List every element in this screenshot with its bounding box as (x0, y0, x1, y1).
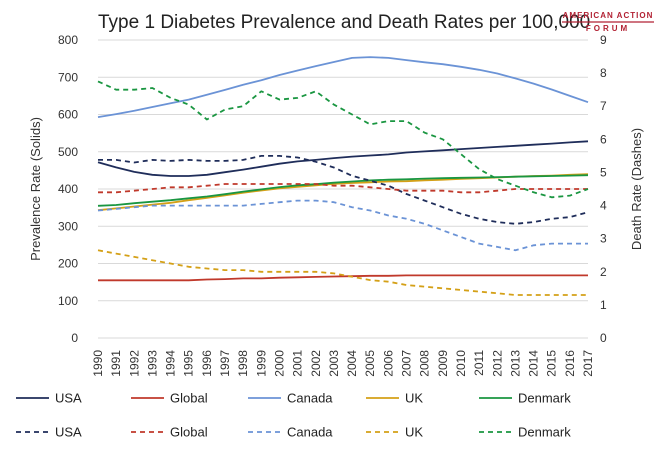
y-tick-label-right: 8 (600, 66, 607, 80)
x-tick-label: 1996 (200, 350, 214, 377)
x-tick-label: 2012 (490, 350, 504, 377)
x-tick-label: 2001 (291, 350, 305, 377)
x-tick-label: 1997 (218, 350, 232, 377)
y-axis-right-label: Death Rate (Dashes) (629, 128, 644, 250)
series-line-usa-death-rate (98, 154, 589, 225)
legend-label: Denmark (518, 391, 571, 406)
x-axis-ticks: 1990 1991 1992 1993 1994 1995 1996 1997 1998 1999… (91, 350, 595, 377)
series-line-denmark-prevalence (97, 174, 589, 207)
y-tick-label-left: 800 (58, 33, 78, 47)
logo-line-1: AMERICAN ACTION (563, 11, 654, 20)
legend-label: Global (170, 425, 208, 440)
y-tick-label-right: 4 (600, 199, 607, 213)
legend-label: USA (55, 425, 82, 440)
series-line-uk-death-rate (97, 249, 588, 296)
x-tick-label: 2008 (418, 350, 432, 377)
y-tick-label-right: 0 (600, 331, 607, 345)
legend-label: UK (405, 425, 423, 440)
y-tick-label-right: 9 (600, 33, 607, 47)
x-tick-label: 2009 (436, 350, 450, 377)
y-tick-label-left: 600 (58, 108, 78, 122)
x-tick-label: 2016 (563, 350, 577, 377)
legend-label: USA (55, 391, 82, 406)
gridlines (98, 39, 588, 339)
legend-label: Global (170, 391, 208, 406)
legend-label: Canada (287, 391, 333, 406)
y-tick-label-right: 3 (600, 232, 607, 246)
y-tick-label-right: 5 (600, 165, 607, 179)
y-tick-label-left: 500 (58, 145, 78, 159)
x-tick-label: 2000 (272, 350, 286, 377)
x-tick-label: 1995 (182, 350, 196, 377)
y-axis-left-ticks: 0 100 200 300 400 500 600 700 800 (58, 33, 78, 345)
x-tick-label: 2006 (381, 350, 395, 377)
x-tick-label: 1992 (127, 350, 141, 377)
x-tick-label: 1994 (164, 350, 178, 377)
series-line-global-prevalence (98, 274, 588, 282)
y-tick-label-right: 2 (600, 265, 607, 279)
legend-label: UK (405, 391, 423, 406)
series-lines (97, 56, 589, 296)
x-tick-label: 1991 (109, 350, 123, 377)
x-tick-label: 1990 (91, 350, 105, 377)
x-tick-label: 2015 (545, 350, 559, 377)
y-tick-label-right: 7 (600, 99, 607, 113)
x-tick-label: 2003 (327, 350, 341, 377)
logo-line-2: FORUM (586, 24, 630, 33)
series-line-global-death-rate (98, 183, 588, 194)
x-tick-label: 2002 (309, 350, 323, 377)
legend-label: Canada (287, 425, 333, 440)
y-tick-label-right: 1 (600, 298, 607, 312)
legend-label: Denmark (518, 425, 571, 440)
x-tick-label: 1998 (236, 350, 250, 377)
x-tick-label: 2010 (454, 350, 468, 377)
x-tick-label: 2011 (472, 350, 486, 376)
series-line-denmark-death-rate (97, 80, 589, 199)
y-axis-right-ticks: 0 1 2 3 4 5 6 7 8 9 (600, 33, 607, 345)
legend: USA Global Canada UK Denmark USA Global Canada U… (16, 391, 571, 440)
series-line-canada-prevalence (97, 56, 589, 118)
y-tick-label-left: 0 (71, 331, 78, 345)
x-tick-label: 2014 (527, 350, 541, 377)
y-axis-left-label: Prevalence Rate (Solids) (28, 117, 43, 261)
chart-title: Type 1 Diabetes Prevalence and Death Rat… (98, 12, 590, 33)
x-tick-label: 1999 (254, 350, 268, 377)
x-tick-label: 2013 (508, 350, 522, 377)
series-line-usa-prevalence (97, 140, 589, 177)
x-tick-label: 1993 (145, 350, 159, 377)
y-tick-label-left: 100 (58, 294, 78, 308)
y-tick-label-left: 700 (58, 70, 78, 84)
x-tick-label: 2017 (581, 350, 595, 377)
logo: AMERICAN ACTION FORUM (562, 11, 654, 33)
series-line-canada-death-rate (97, 199, 588, 252)
y-tick-label-left: 400 (58, 182, 78, 196)
y-tick-label-right: 6 (600, 132, 607, 146)
x-tick-label: 2007 (400, 350, 414, 377)
x-tick-label: 2005 (363, 350, 377, 377)
x-tick-label: 2004 (345, 350, 359, 377)
y-tick-label-left: 200 (58, 257, 78, 271)
y-tick-label-left: 300 (58, 219, 78, 233)
